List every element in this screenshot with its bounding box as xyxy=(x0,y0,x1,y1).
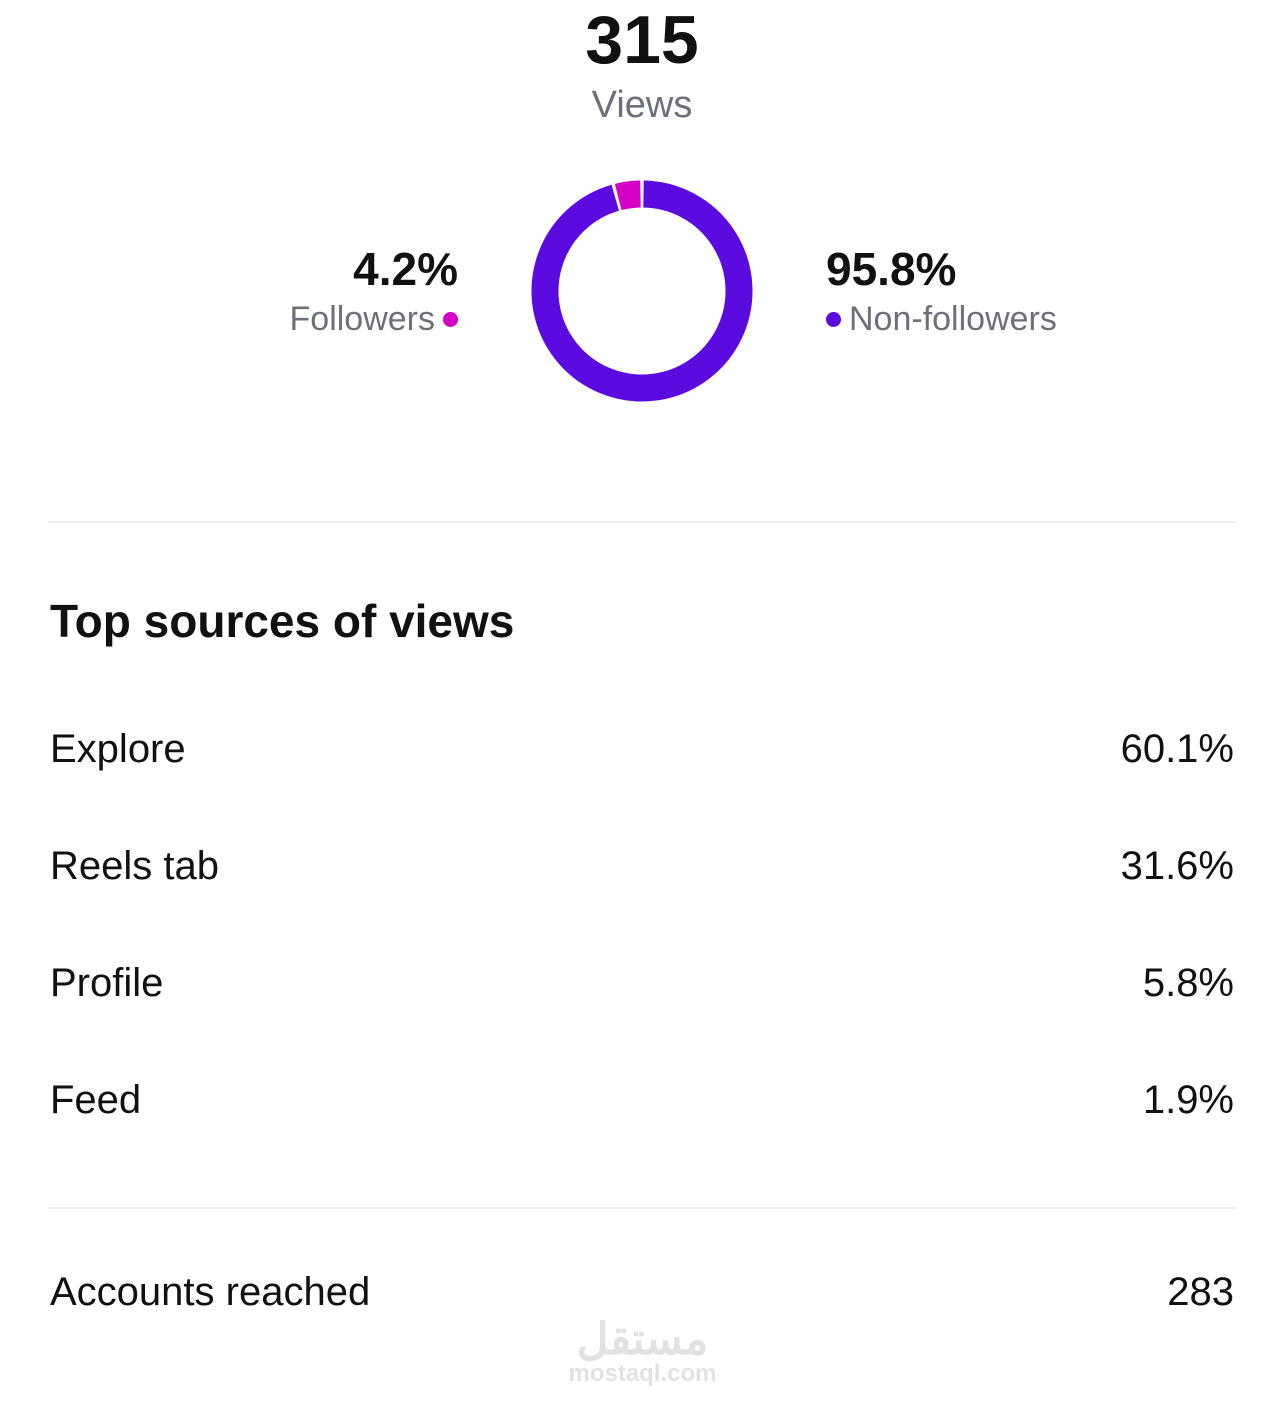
watermark-latin: mostaql.com xyxy=(568,1360,717,1387)
watermark-logo: مستقل mostaql.com xyxy=(560,1318,725,1386)
followers-donut-chart xyxy=(531,180,753,402)
non-followers-legend: Non-followers xyxy=(826,300,1057,339)
source-row: Profile 5.8% xyxy=(50,961,1234,1006)
source-label: Reels tab xyxy=(50,844,219,888)
followers-segment xyxy=(614,180,642,211)
followers-legend: Followers xyxy=(290,300,458,339)
source-label: Explore xyxy=(50,727,186,771)
source-value: 60.1% xyxy=(1120,727,1234,771)
non-followers-label: Non-followers xyxy=(849,300,1057,338)
followers-dot-icon xyxy=(443,312,458,327)
divider xyxy=(48,1207,1236,1209)
followers-label: Followers xyxy=(289,300,435,338)
source-row: Feed 1.9% xyxy=(50,1078,1234,1123)
watermark-arabic: مستقل xyxy=(576,1315,709,1364)
non-followers-dot-icon xyxy=(826,312,841,327)
source-label: Feed xyxy=(50,1078,142,1122)
source-value: 31.6% xyxy=(1120,844,1234,888)
source-value: 1.9% xyxy=(1142,1078,1234,1122)
views-label: Views xyxy=(591,84,693,126)
sources-title: Top sources of views xyxy=(50,595,515,647)
source-row: Explore 60.1% xyxy=(50,727,1234,772)
source-label: Profile xyxy=(50,961,164,1005)
divider xyxy=(48,521,1236,523)
source-value: 5.8% xyxy=(1142,961,1234,1005)
source-row: Reels tab 31.6% xyxy=(50,844,1234,889)
accounts-reached-row: Accounts reached 283 xyxy=(50,1270,1234,1315)
accounts-reached-label: Accounts reached xyxy=(50,1270,371,1314)
non-followers-percent: 95.8% xyxy=(826,243,957,295)
non-followers-segment xyxy=(531,180,753,402)
followers-percent: 4.2% xyxy=(353,243,458,295)
views-total: 315 xyxy=(585,2,699,78)
accounts-reached-value: 283 xyxy=(1167,1270,1234,1314)
